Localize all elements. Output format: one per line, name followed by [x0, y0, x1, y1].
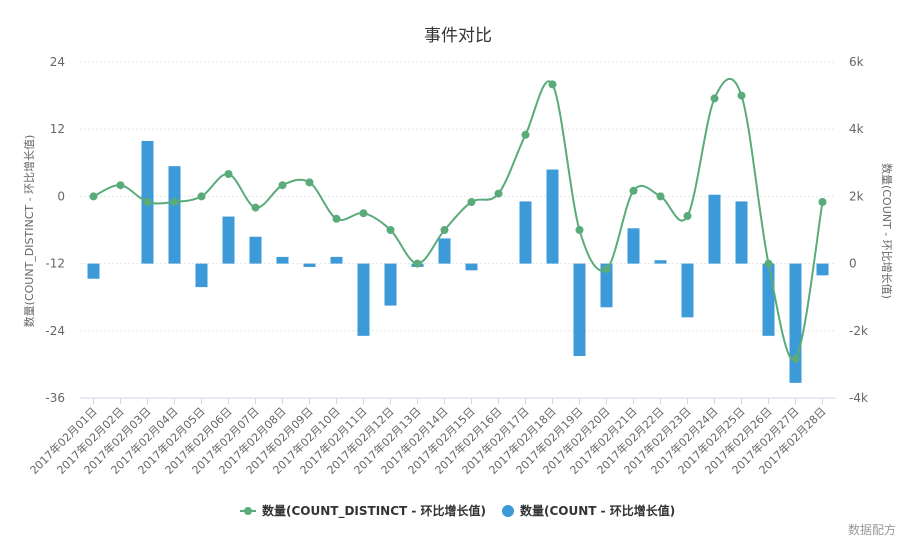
bar	[816, 263, 829, 276]
left-tick-label: 12	[50, 122, 65, 136]
legend-label-count-distinct: 数量(COUNT_DISTINCT - 环比增长值)	[262, 503, 486, 519]
chart-title: 事件对比	[424, 26, 492, 46]
left-tick-label: 0	[57, 189, 65, 203]
bar	[735, 201, 748, 264]
line-point	[386, 226, 395, 234]
right-tick-label: -2k	[849, 324, 868, 338]
line-point	[494, 189, 503, 198]
left-axis-title: 数量(COUNT_DISTINCT - 环比增长值)	[22, 135, 36, 328]
gridlines	[80, 61, 836, 399]
left-tick-label: 24	[50, 55, 65, 69]
right-tick-label: 6k	[849, 55, 864, 69]
line-point	[521, 130, 530, 139]
left-tick-label: -12	[45, 257, 65, 271]
bar	[708, 194, 721, 264]
bar	[546, 169, 559, 264]
line-point	[467, 198, 476, 206]
line-point	[170, 198, 179, 206]
x-axis-ticks: 2017年02月01日2017年02月02日2017年02月03日2017年02…	[27, 398, 829, 477]
left-axis-ticks: 24 12 0 -12 -24 -36	[45, 55, 65, 405]
line-point	[278, 181, 287, 190]
credit-label: 数据配方	[848, 522, 896, 537]
bar	[681, 263, 694, 318]
bar	[519, 201, 532, 264]
line-point	[413, 259, 422, 268]
legend-bar-marker	[502, 505, 514, 517]
line-point	[575, 226, 584, 234]
bar	[87, 263, 100, 279]
bar	[195, 263, 208, 288]
bar	[600, 263, 613, 308]
line-point	[251, 203, 260, 212]
line-point	[602, 265, 611, 274]
bar	[222, 216, 235, 264]
right-axis-ticks: 6k 4k 2k 0 -2k -4k	[849, 55, 868, 405]
bar	[573, 263, 586, 356]
left-tick-label: -24	[45, 324, 65, 338]
line-point	[818, 198, 827, 206]
right-axis-title: 数量(COUNT - 环比增长值)	[880, 163, 894, 299]
line-point	[791, 354, 800, 363]
bar	[168, 166, 181, 264]
line-point	[305, 178, 314, 187]
bar	[330, 256, 343, 264]
line-point	[440, 226, 449, 234]
bar	[276, 256, 289, 264]
right-tick-label: 2k	[849, 189, 864, 203]
legend-label-count: 数量(COUNT - 环比增长值)	[520, 503, 675, 518]
line-point	[143, 198, 152, 206]
line-point	[224, 170, 233, 178]
line-point	[710, 94, 719, 103]
bar	[627, 228, 640, 264]
right-tick-label: -4k	[849, 391, 868, 405]
line-point	[359, 209, 368, 218]
legend-item-count-distinct[interactable]: 数量(COUNT_DISTINCT - 环比增长值)	[240, 503, 486, 519]
line-point	[116, 181, 125, 190]
bar-series	[87, 140, 829, 383]
bar	[654, 260, 667, 264]
line-point	[656, 192, 665, 201]
line-points	[89, 80, 827, 363]
bar	[249, 236, 262, 264]
bar	[465, 263, 478, 271]
bar	[762, 263, 775, 336]
line-point	[683, 212, 692, 220]
legend-item-count[interactable]: 数量(COUNT - 环比增长值)	[502, 503, 675, 518]
line-point	[548, 80, 557, 89]
right-tick-label: 4k	[849, 122, 864, 136]
legend: 数量(COUNT_DISTINCT - 环比增长值) 数量(COUNT - 环比…	[240, 503, 675, 519]
bar	[357, 263, 370, 336]
line-point	[332, 214, 341, 223]
line-point	[764, 259, 773, 268]
line-point	[89, 192, 98, 201]
bar	[789, 263, 802, 383]
legend-dot-marker	[244, 507, 252, 515]
bar	[384, 263, 397, 306]
line-point	[197, 192, 206, 201]
right-tick-label: 0	[849, 257, 857, 271]
left-tick-label: -36	[45, 391, 65, 405]
line-point	[737, 91, 746, 100]
line-point	[629, 186, 638, 195]
bar	[303, 263, 316, 267]
bar	[438, 238, 451, 264]
